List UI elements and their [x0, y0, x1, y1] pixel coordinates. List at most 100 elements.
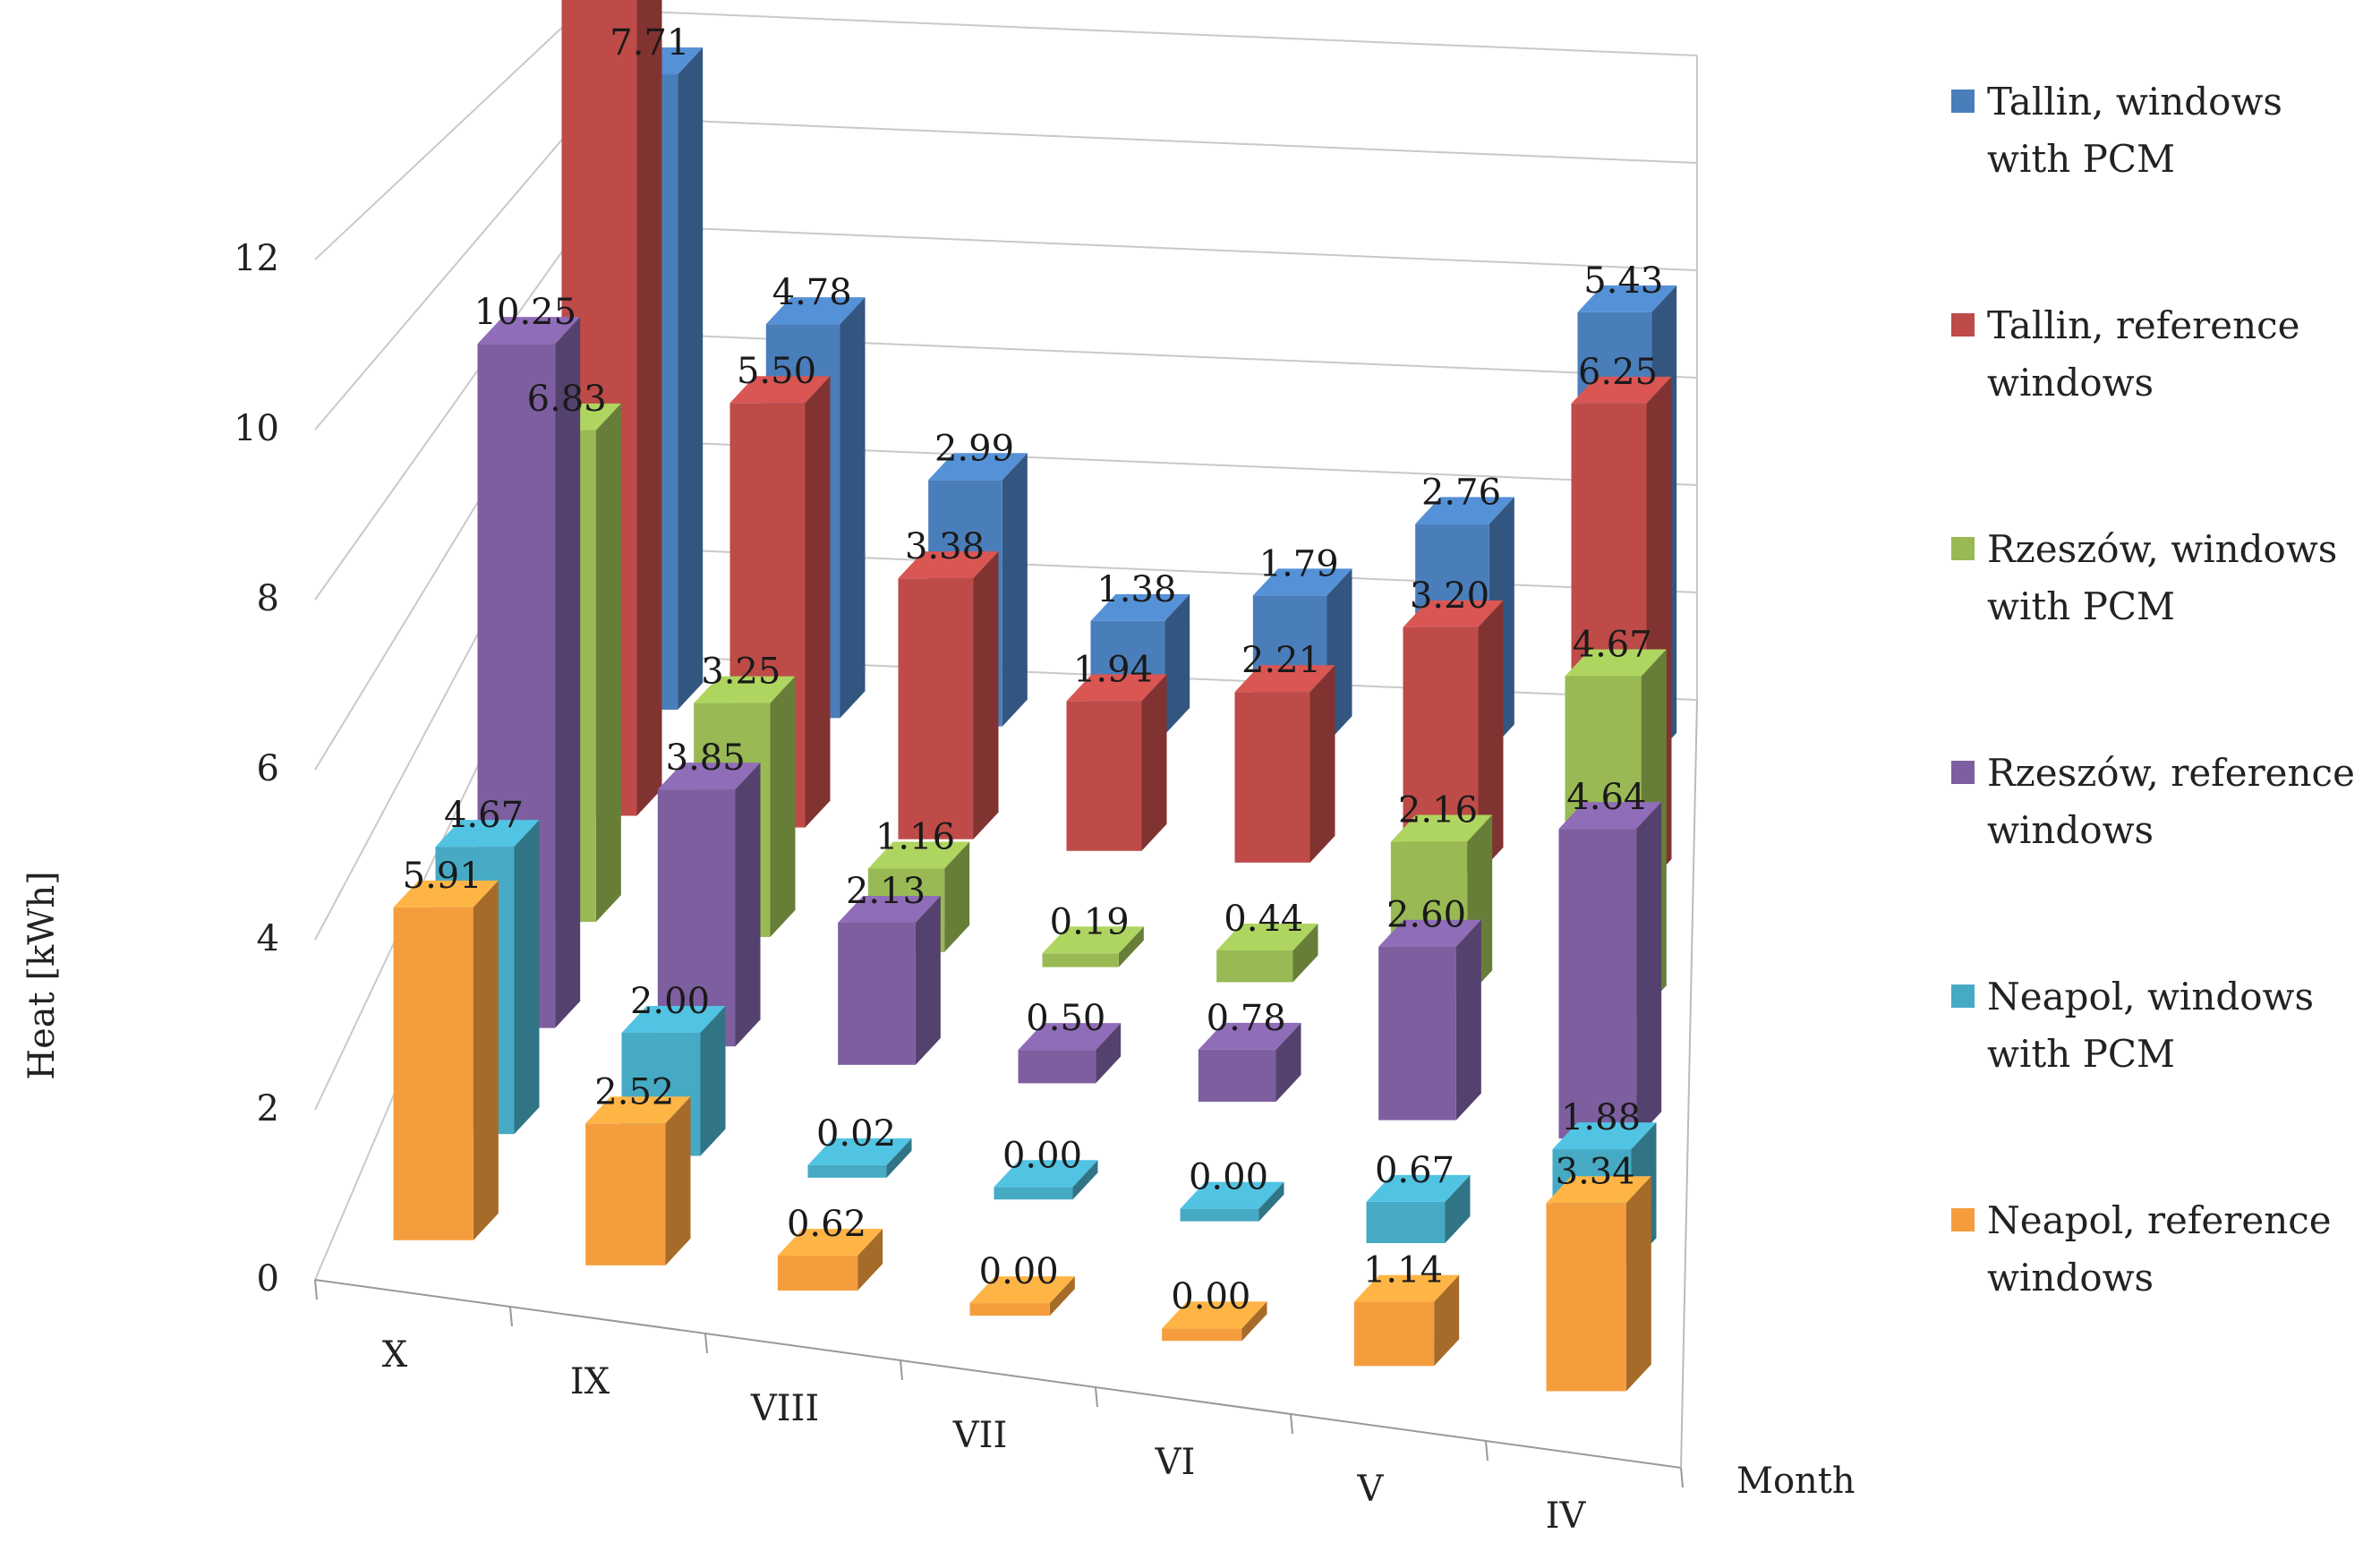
data-label: 1.16 — [875, 816, 955, 857]
bar-tallin-reference-windows-vi — [1234, 665, 1335, 863]
bar-top-face — [1546, 1176, 1651, 1204]
bar-top-face — [1198, 1022, 1301, 1050]
bar-top-face — [1234, 665, 1335, 693]
bar-tallin-reference-windows-viii — [898, 551, 999, 839]
legend-swatch — [1951, 761, 1975, 784]
bar-front-face — [994, 1187, 1073, 1200]
data-label: 0.62 — [787, 1204, 866, 1245]
bars — [393, 0, 1677, 1392]
data-label: 2.76 — [1421, 472, 1501, 513]
x-tick-label: IX — [570, 1361, 610, 1402]
bar-side-face — [473, 880, 499, 1240]
bar-top-face — [1552, 1122, 1657, 1150]
legend-swatch — [1951, 984, 1975, 1008]
bar-rzesz-w-reference-windows-iv — [1558, 802, 1662, 1139]
bar-side-face — [1445, 1174, 1471, 1243]
bar-rzesz-w-reference-windows-ix — [657, 763, 761, 1047]
x-tick-mark — [1485, 1440, 1489, 1461]
bar-side-face — [1164, 593, 1190, 735]
x-axis: X IX VIII VII VI V IV — [314, 1279, 1684, 1537]
bar-side-face — [886, 1138, 912, 1178]
back-gridline — [581, 8, 1698, 56]
legend-label: with PCM — [1987, 1032, 2175, 1076]
back-gridline — [581, 115, 1698, 164]
bar-top-face — [777, 1228, 883, 1256]
data-label: 4.64 — [1566, 777, 1646, 818]
legend-item: Neapol, windows with PCM — [1951, 975, 2314, 1076]
bar-top-face — [1180, 1181, 1284, 1209]
bar-side-face — [678, 47, 704, 710]
bar-front-face — [1378, 946, 1456, 1121]
bar-side-face — [1241, 1301, 1267, 1342]
bar-side-face — [944, 841, 970, 952]
bar-top-face — [1018, 1023, 1122, 1051]
data-label: 5.43 — [1583, 260, 1663, 302]
back-gridline — [581, 223, 1698, 271]
y-tick-label: 8 — [257, 578, 279, 619]
bar-side-face — [514, 820, 540, 1135]
y-axis-title: Heat [kWh] — [21, 871, 63, 1080]
bar-side-face — [1455, 919, 1481, 1121]
data-label: 2.00 — [630, 981, 710, 1022]
bar-front-face — [777, 1255, 858, 1291]
legend-item: Tallin, windows with PCM — [1951, 80, 2282, 181]
bar-top-face — [657, 763, 761, 790]
bar-side-face — [636, 0, 662, 816]
bar-neapol-reference-windows-vi — [1162, 1301, 1267, 1342]
data-label: 0.67 — [1375, 1150, 1454, 1191]
bar-front-face — [393, 907, 473, 1240]
legend-swatch — [1951, 89, 1975, 113]
bar-top-face — [1415, 497, 1514, 524]
data-label: 1.38 — [1096, 569, 1176, 610]
bar-top-face — [1390, 814, 1493, 842]
bar-top-face — [477, 317, 581, 345]
y-tick-label: 4 — [257, 918, 279, 959]
bar-front-face — [1216, 950, 1293, 983]
data-label: 0.19 — [1050, 901, 1130, 942]
data-label: 6.83 — [527, 379, 607, 420]
legend-label: windows — [1987, 361, 2154, 405]
bar-top-face — [1378, 919, 1481, 947]
data-label: 3.34 — [1556, 1151, 1635, 1192]
bar-top-face — [393, 880, 499, 908]
bar-top-face — [585, 1096, 691, 1124]
bar-front-face — [1353, 1301, 1435, 1367]
x-tick-label: IV — [1546, 1496, 1587, 1537]
data-label: 0.00 — [1002, 1135, 1082, 1176]
data-label: 1.14 — [1363, 1250, 1443, 1291]
data-label: 0.78 — [1207, 998, 1286, 1039]
bar-neapol-reference-windows-iv — [1546, 1176, 1651, 1392]
bar-rzesz-w-reference-windows-viii — [838, 895, 941, 1065]
bar-neapol-reference-windows-viii — [777, 1228, 883, 1291]
bar-top-face — [969, 1276, 1075, 1304]
bar-side-face — [805, 376, 831, 828]
bar-top-face — [838, 895, 941, 923]
bar-side-face — [1118, 926, 1144, 967]
chart-walls — [314, 8, 1698, 1469]
legend-label: Rzeszów, windows — [1987, 527, 2337, 571]
y-tick-label: 10 — [234, 408, 279, 449]
side-gridline — [314, 223, 583, 601]
legend-item: Rzeszów, reference windows — [1951, 751, 2355, 852]
data-label: 0.02 — [816, 1113, 896, 1155]
bar-top-face — [729, 376, 831, 404]
data-label: 5.91 — [403, 856, 482, 897]
data-label: 0.44 — [1224, 899, 1303, 940]
x-tick-label: VII — [952, 1415, 1008, 1456]
legend-label: with PCM — [1987, 137, 2175, 181]
data-label: 0.00 — [1189, 1157, 1268, 1198]
bar-side-face — [1478, 600, 1504, 874]
bar-top-face — [807, 1138, 912, 1165]
bar-rzesz-w-reference-windows-vii — [1018, 1023, 1122, 1084]
data-label: 3.20 — [1410, 575, 1489, 617]
data-label: 2.52 — [594, 1071, 674, 1112]
y-tick-label: 12 — [234, 238, 279, 279]
bar-side-face — [555, 317, 581, 1028]
bar-side-face — [735, 763, 761, 1047]
bar-top-face — [867, 841, 970, 869]
bar-neapol-reference-windows-v — [1353, 1274, 1460, 1367]
legend-item: Rzeszów, windows with PCM — [1951, 527, 2337, 628]
data-label: 6.25 — [1578, 352, 1658, 393]
bar-rzesz-w-windows-with-pcm-vi — [1216, 924, 1318, 983]
bar-front-face — [1162, 1328, 1242, 1342]
